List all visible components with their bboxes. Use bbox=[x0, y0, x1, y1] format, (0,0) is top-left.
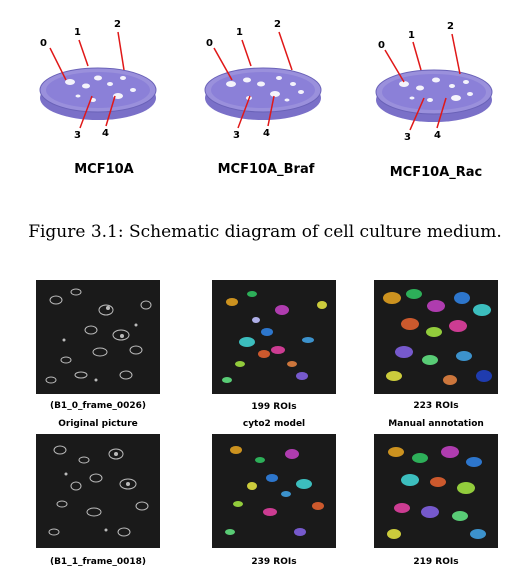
cell-image bbox=[212, 280, 336, 394]
panel-caption-id: (B1_1_frame_0018) bbox=[49, 557, 147, 567]
panel-caption-count: 219 ROIs bbox=[413, 557, 459, 567]
dish-number: 2 bbox=[114, 19, 121, 30]
dish-number: 0 bbox=[40, 38, 47, 49]
dish-label: MCF10A_Braf bbox=[217, 162, 315, 177]
panel-caption-title: Original picture bbox=[58, 419, 138, 429]
petri-dish-2 bbox=[203, 62, 323, 122]
cell-image bbox=[374, 434, 498, 548]
microscopy-cyto2-1 bbox=[212, 280, 336, 394]
dish-number: 3 bbox=[404, 132, 411, 143]
panel-caption-count: 239 ROIs bbox=[251, 557, 297, 567]
cell-image bbox=[212, 434, 336, 548]
cell-image bbox=[36, 280, 160, 394]
dish-number: 1 bbox=[236, 27, 243, 38]
dish-number: 1 bbox=[74, 27, 81, 38]
panel-caption-id: (B1_0_frame_0026) bbox=[49, 401, 147, 411]
cell-image bbox=[36, 434, 160, 548]
dish-number: 0 bbox=[206, 38, 213, 49]
dish-label: MCF10A bbox=[74, 162, 134, 177]
petri-dish-1 bbox=[38, 62, 158, 122]
panel-caption-count: 199 ROIs bbox=[251, 402, 297, 412]
dish-label: MCF10A_Rac bbox=[389, 165, 483, 180]
dish-number: 3 bbox=[74, 130, 81, 141]
dish-number: 4 bbox=[263, 128, 270, 139]
dish-number: 3 bbox=[233, 130, 240, 141]
microscopy-original-2 bbox=[36, 434, 160, 548]
dish-number: 2 bbox=[274, 19, 281, 30]
microscopy-manual-1 bbox=[374, 280, 498, 394]
dish-number: 1 bbox=[408, 30, 415, 41]
microscopy-original-1 bbox=[36, 280, 160, 394]
pointer-arrows bbox=[49, 31, 461, 131]
petri-dish-graphic bbox=[204, 67, 322, 120]
petri-dish-graphic bbox=[39, 67, 157, 120]
petri-dish-graphic bbox=[375, 69, 493, 122]
dish-number: 4 bbox=[102, 128, 109, 139]
panel-caption-title: cyto2 model bbox=[242, 419, 306, 429]
microscopy-manual-2 bbox=[374, 434, 498, 548]
dish-number: 2 bbox=[447, 21, 454, 32]
petri-dish-3 bbox=[374, 64, 494, 124]
figure-caption: Figure 3.1: Schematic diagram of cell cu… bbox=[28, 222, 502, 242]
panel-caption-title: Manual annotation bbox=[388, 419, 484, 429]
panel-caption-count: 223 ROIs bbox=[413, 401, 459, 411]
dish-number: 0 bbox=[378, 40, 385, 51]
cell-image bbox=[374, 280, 498, 394]
microscopy-cyto2-2 bbox=[212, 434, 336, 548]
dish-number: 4 bbox=[434, 130, 441, 141]
